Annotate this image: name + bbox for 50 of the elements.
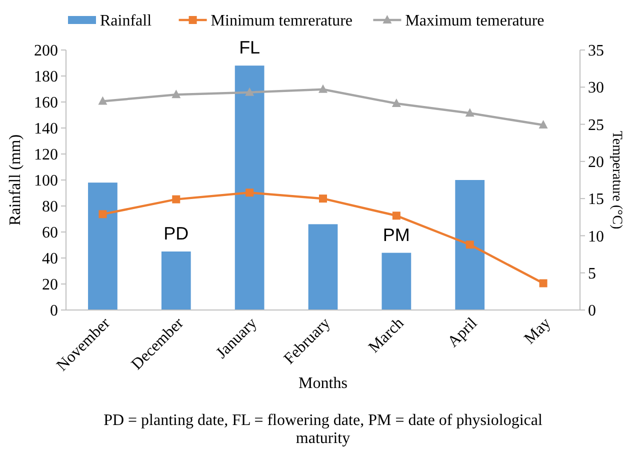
- point: [318, 84, 328, 93]
- y-tick-label: 200: [34, 42, 58, 60]
- bar: [455, 180, 485, 310]
- y2-tick-label: 25: [588, 116, 604, 134]
- point: [392, 98, 401, 107]
- y2-tick-label: 35: [588, 42, 604, 60]
- y-tick-label: 100: [34, 172, 58, 190]
- y-tick-label: 140: [34, 120, 58, 138]
- point: [98, 96, 108, 105]
- annotation: FL: [239, 38, 260, 58]
- point: [538, 120, 548, 129]
- point: [172, 90, 181, 98]
- y2-tick-label: 20: [588, 154, 604, 172]
- y-axis-title: Rainfall (mm): [7, 134, 24, 226]
- x-tick-label: May: [521, 314, 554, 348]
- y-tick-label: 120: [34, 146, 58, 164]
- bar: [161, 252, 191, 310]
- y2-tick-label: 30: [588, 80, 604, 97]
- y2-tick-label: 5: [588, 265, 596, 282]
- legend-label: Rainfall: [100, 12, 152, 30]
- y-tick-label: 160: [34, 94, 58, 112]
- bar: [234, 66, 264, 310]
- y-tick-label: 60: [42, 224, 58, 242]
- y-tick-label: 180: [34, 68, 58, 86]
- y2-tick-label: 10: [588, 228, 604, 246]
- annotation: PD: [164, 224, 189, 244]
- y-tick-label: 20: [42, 276, 58, 294]
- legend-label: Minimum temrerature: [210, 12, 353, 30]
- point: [539, 279, 548, 288]
- legend-label: Maximum temerature: [405, 12, 544, 30]
- point: [466, 240, 474, 249]
- x-axis-title: Months: [298, 375, 348, 392]
- point: [319, 194, 327, 203]
- bar: [308, 224, 338, 310]
- y-tick-label: 0: [50, 302, 58, 320]
- point: [245, 87, 254, 96]
- point: [172, 195, 180, 204]
- y-tick-label: 40: [42, 250, 58, 268]
- text: PD = planting date, FL = flowering date, PM = date of physiological maturity: [104, 412, 543, 447]
- bar: [382, 252, 412, 310]
- y2-tick-label: 15: [588, 191, 604, 208]
- y-tick-label: 80: [42, 198, 58, 216]
- y2-tick-label: 0: [588, 302, 596, 320]
- bar: [88, 182, 118, 310]
- annotation: PM: [382, 224, 410, 245]
- y2-axis-title: Temperature (°C): [609, 130, 624, 230]
- point: [98, 210, 107, 218]
- point: [392, 212, 400, 220]
- point: [465, 108, 474, 117]
- point: [246, 188, 254, 197]
